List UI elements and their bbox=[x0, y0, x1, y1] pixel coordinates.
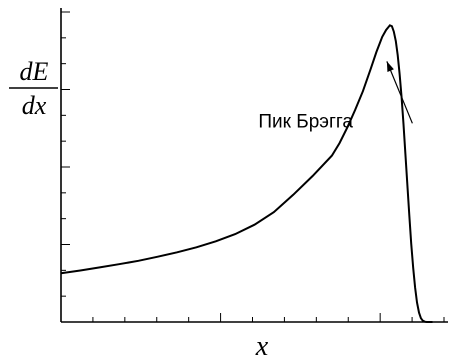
bragg-peak-arrow bbox=[386, 61, 413, 124]
energy-loss-curve bbox=[60, 24, 433, 323]
x-axis-ticks bbox=[92, 313, 445, 322]
y-axis-label-denominator: dx bbox=[22, 91, 47, 120]
x-axis-label: x bbox=[255, 331, 269, 361]
bragg-peak-arrow-head bbox=[386, 61, 394, 72]
y-axis-label-numerator: dE bbox=[20, 57, 49, 86]
bragg-peak-annotation: Пик Брэгга bbox=[258, 111, 353, 132]
y-axis-ticks bbox=[61, 11, 70, 323]
